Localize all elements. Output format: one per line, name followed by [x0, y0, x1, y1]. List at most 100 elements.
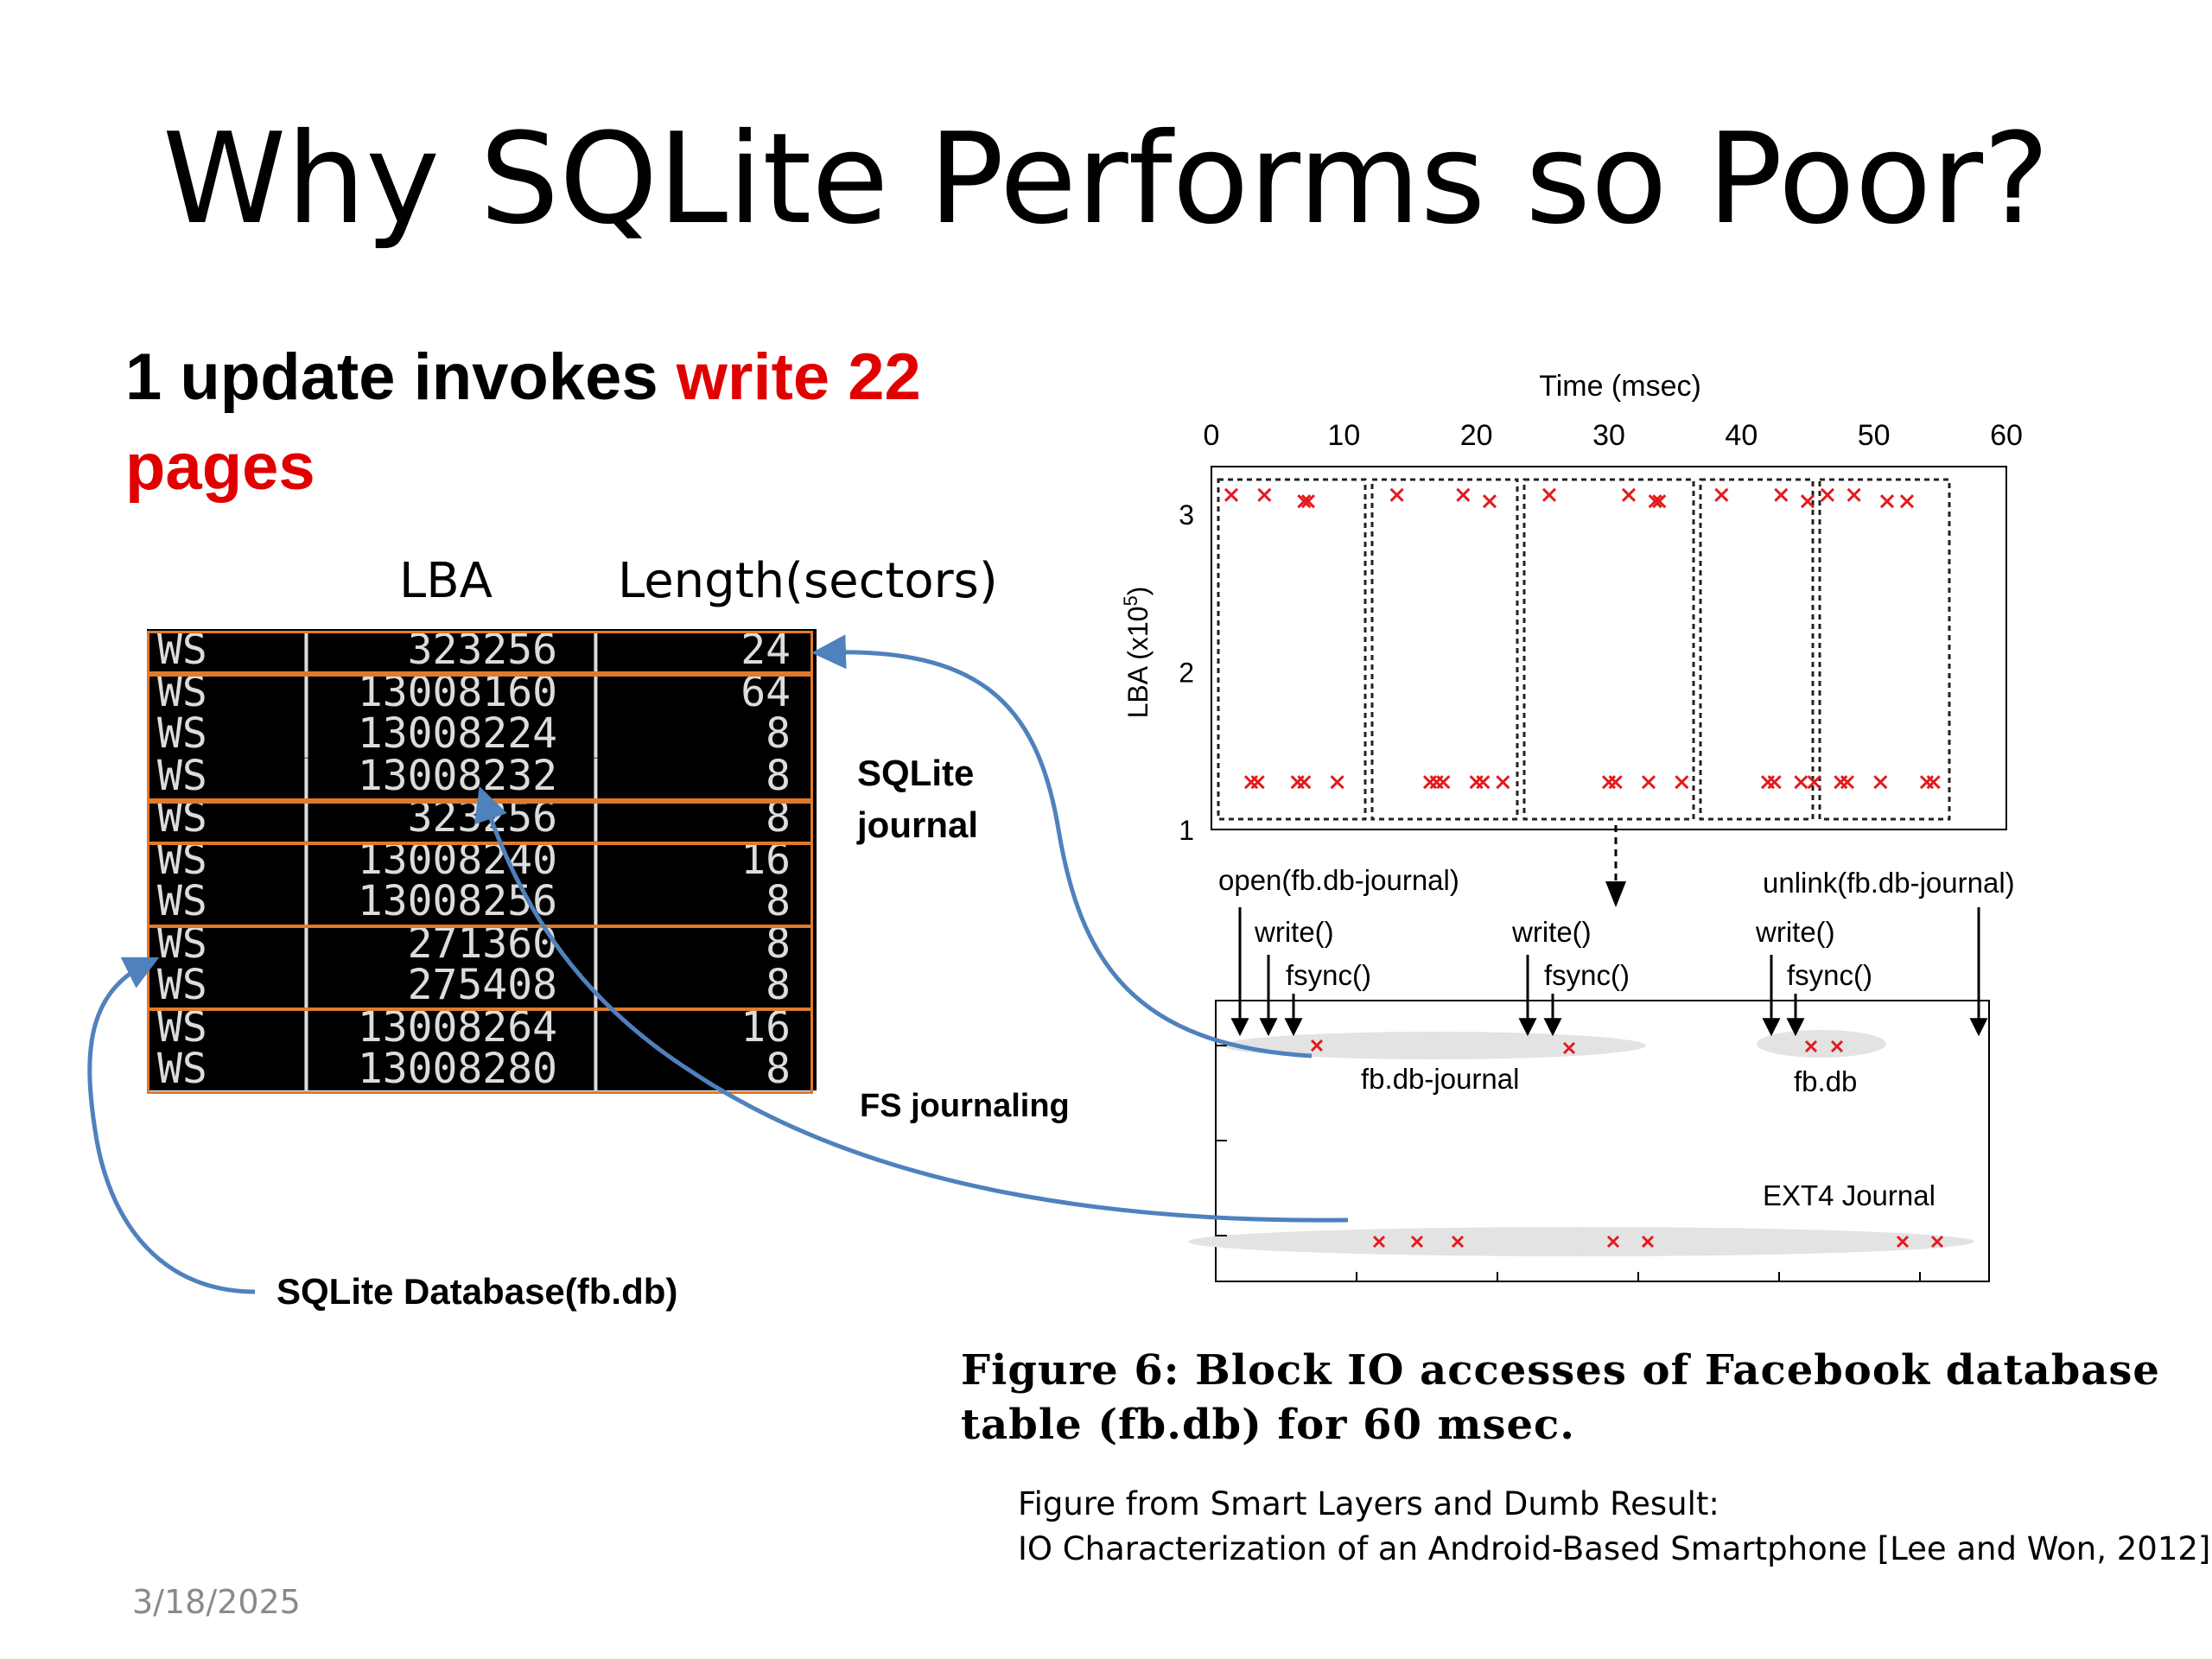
headline-highlight: write 22: [676, 340, 921, 414]
headline-text: 1 update invokes: [125, 340, 677, 414]
data-point: [1820, 487, 1835, 502]
data-point: [1794, 775, 1808, 790]
cell-sep: |: [583, 1045, 608, 1093]
x-tick-label: 0: [1204, 419, 1220, 452]
cell-len: 8: [766, 961, 791, 1009]
x-tick-label: 40: [1725, 419, 1758, 452]
data-point: [1714, 487, 1729, 502]
headline: 1 update invokes write 22 pages: [125, 333, 972, 512]
data-point: [1257, 487, 1272, 502]
cell-len: 8: [766, 918, 791, 968]
cell-op: WS: [157, 961, 207, 1009]
data-point: [1800, 494, 1815, 509]
data-point: [1496, 775, 1510, 790]
cell-lba: 13008280: [357, 1045, 557, 1093]
phase-boxes: [1217, 478, 1951, 821]
cell-sep: |: [294, 835, 319, 884]
io-trace-table: WS | 323256 | 24 WS | 13008160 | 64 WS | 13008224 | 8 W…: [147, 629, 817, 1090]
data-point: [1436, 775, 1451, 790]
data-point: [1608, 775, 1623, 790]
cell-op: WS: [157, 626, 207, 674]
write-call-label: write(): [1755, 916, 1835, 948]
fsync-call-label: fsync(): [1544, 959, 1630, 991]
cell-sep: |: [294, 918, 319, 968]
slide-title: Why SQLite Performs so Poor?: [162, 106, 2050, 252]
cell-sep: |: [583, 918, 608, 968]
cell-len: 8: [766, 877, 791, 925]
cell-op: WS: [157, 751, 207, 800]
row-group-box: [147, 1008, 813, 1094]
cell-lba: 13008232: [357, 751, 557, 800]
table-row: WS | 13008160 | 64: [147, 671, 817, 714]
unlink-call-label: unlink(fb.db-journal): [1763, 867, 2015, 899]
cell-sep: |: [294, 751, 319, 800]
cell-sep: |: [294, 1045, 319, 1093]
write-call-label: write(): [1511, 916, 1592, 948]
cell-len: 8: [766, 709, 791, 758]
x-tick-label: 20: [1460, 419, 1493, 452]
y-axis-label: LBA (x105): [1120, 587, 1154, 719]
cell-sep: |: [294, 709, 319, 758]
cell-len: 64: [741, 667, 791, 716]
x-tick-label: 30: [1592, 419, 1625, 452]
data-point: [1899, 494, 1915, 509]
plot-frame: [1211, 466, 2007, 830]
cell-sep: |: [583, 877, 608, 925]
table-row: WS | 13008264 | 16: [147, 1002, 817, 1052]
label-fs-journaling: FS journaling: [860, 1088, 1070, 1124]
data-point: [1675, 775, 1689, 790]
data-point: [1224, 487, 1239, 502]
data-point: [1476, 775, 1491, 790]
data-point: [1482, 494, 1497, 509]
cell-sep: |: [294, 1002, 319, 1052]
data-point: [1840, 775, 1855, 790]
open-call-label: open(fb.db-journal): [1218, 864, 1459, 896]
figure-caption: Figure 6: Block IO accesses of Facebook …: [961, 1346, 2160, 1449]
cell-lba: 13008264: [357, 1002, 557, 1052]
cell-sep: |: [583, 626, 608, 674]
cell-len: 8: [766, 751, 791, 800]
cell-lba: 13008224: [357, 709, 557, 758]
slide-date: 3/18/2025: [132, 1583, 301, 1621]
fb-db-label: fb.db: [1794, 1065, 1857, 1097]
db-region: [1757, 1030, 1886, 1058]
cell-lba: 13008240: [357, 835, 557, 884]
table-row: WS | 13008256 | 8: [147, 880, 817, 923]
data-point: [1297, 775, 1312, 790]
cell-op: WS: [157, 877, 207, 925]
x-tick-label: 10: [1327, 419, 1360, 452]
cell-sep: |: [583, 667, 608, 716]
data-point: [1429, 775, 1444, 790]
data-point: [1300, 494, 1315, 509]
figure-source: Figure from Smart Layers and Dumb Result…: [1018, 1485, 2211, 1567]
cell-sep: |: [583, 709, 608, 758]
x-tick-label: 50: [1858, 419, 1891, 452]
fsync-call-label: fsync(): [1286, 959, 1371, 991]
cell-op: WS: [157, 1045, 207, 1093]
data-point: [1760, 775, 1776, 790]
cell-op: WS: [157, 835, 207, 884]
y-tick-label: 2: [1179, 657, 1194, 688]
data-point: [1389, 487, 1404, 502]
cell-lba: 13008160: [357, 667, 557, 716]
cell-lba: 323256: [407, 626, 557, 674]
cell-sep: |: [583, 835, 608, 884]
data-point: [1422, 775, 1438, 790]
data-point: [1641, 775, 1656, 790]
ext4-region: [1188, 1227, 1974, 1256]
cell-op: WS: [157, 667, 207, 716]
cell-op: WS: [157, 709, 207, 758]
data-point: [1767, 775, 1782, 790]
y-tick-label: 1: [1179, 815, 1194, 846]
data-point: [1926, 775, 1941, 790]
headline-highlight-2: pages: [125, 430, 315, 504]
data-point: [1919, 775, 1935, 790]
cell-len: 8: [766, 1045, 791, 1093]
timeline-markers: [1310, 1039, 1944, 1249]
data-point: [1330, 775, 1344, 790]
cell-lba: 271360: [407, 918, 557, 968]
data-point: [1250, 775, 1265, 790]
data-point: [1834, 775, 1848, 790]
column-header-lba: LBA: [399, 553, 493, 609]
data-point: [1774, 487, 1789, 502]
